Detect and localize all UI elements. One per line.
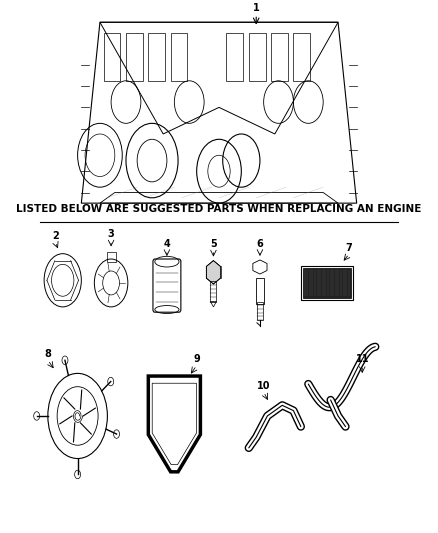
Text: 3: 3 [108, 229, 114, 239]
Text: 9: 9 [193, 354, 200, 365]
Bar [171, 33, 187, 81]
Bar [293, 33, 310, 81]
Text: 10: 10 [257, 381, 270, 391]
Text: 11: 11 [356, 354, 369, 365]
Text: 2: 2 [52, 231, 59, 241]
Text: 1: 1 [253, 3, 260, 13]
Text: 8: 8 [44, 349, 51, 359]
Text: LISTED BELOW ARE SUGGESTED PARTS WHEN REPLACING AN ENGINE: LISTED BELOW ARE SUGGESTED PARTS WHEN RE… [16, 204, 422, 214]
Bar [257, 302, 263, 320]
Bar [126, 33, 143, 81]
Bar [249, 33, 265, 81]
Bar [106, 252, 116, 262]
Bar [303, 268, 351, 297]
Polygon shape [152, 383, 197, 465]
Bar [301, 265, 353, 300]
Bar [210, 281, 216, 302]
Text: 4: 4 [163, 239, 170, 249]
Bar [256, 278, 264, 304]
Bar [104, 33, 120, 81]
Text: 5: 5 [210, 239, 217, 249]
Text: 6: 6 [257, 239, 263, 249]
Bar [271, 33, 288, 81]
Polygon shape [206, 261, 220, 284]
Polygon shape [253, 260, 267, 274]
Bar [226, 33, 243, 81]
Bar [148, 33, 165, 81]
Text: 7: 7 [346, 243, 353, 253]
